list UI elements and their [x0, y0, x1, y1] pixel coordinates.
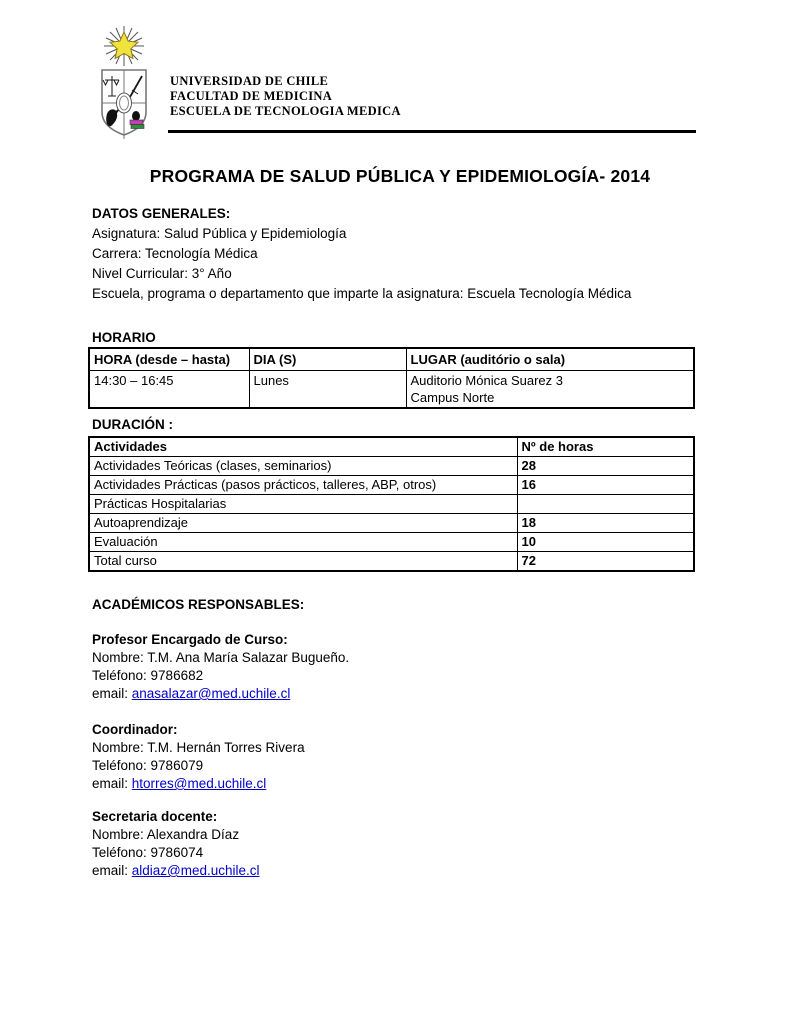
contact-role: Profesor Encargado de Curso:: [92, 632, 288, 647]
horario-col-hora: HORA (desde – hasta): [88, 347, 250, 371]
contact-telefono: Teléfono: 9786079: [92, 758, 204, 773]
horario-col-dia: DIA (S): [248, 347, 407, 371]
medallion-icon: [116, 92, 132, 114]
contact-nombre: Nombre: Alexandra Díaz: [92, 827, 240, 842]
duracion-table: Actividades Nº de horas Actividades Teór…: [88, 436, 695, 572]
books-figure-icon: [129, 111, 145, 129]
org-line-universidad: UNIVERSIDAD DE CHILE: [170, 74, 329, 88]
org-line-facultad: FACULTAD DE MEDICINA: [170, 89, 333, 103]
contact-role: Secretaria docente:: [92, 809, 218, 824]
academicos-heading: ACADÉMICOS RESPONSABLES:: [92, 597, 305, 612]
contact-nombre: Nombre: T.M. Ana María Salazar Bugueño.: [92, 650, 350, 665]
duracion-cell-actividad: Evaluación: [88, 532, 518, 552]
horario-table: HORA (desde – hasta) DIA (S) LUGAR (audi…: [88, 347, 695, 409]
lugar-line-campus: Campus Norte: [410, 390, 495, 405]
star-icon: [108, 30, 140, 60]
horario-cell-lugar: Auditorio Mónica Suarez 3 Campus Norte: [405, 370, 695, 409]
table-row: Autoaprendizaje 18: [88, 513, 695, 533]
email-label: email:: [92, 686, 129, 701]
contact-email-line: email: aldiaz@med.uchile.cl: [92, 862, 260, 880]
datos-generales-heading: DATOS GENERALES:: [92, 206, 231, 221]
datos-line-nivel: Nivel Curricular: 3° Año: [92, 266, 232, 281]
horario-col-lugar: LUGAR (auditório o sala): [405, 347, 695, 371]
condor-icon: [106, 109, 119, 127]
email-link-htorres[interactable]: htorres@med.uchile.cl: [131, 776, 267, 791]
org-line-escuela: ESCUELA DE TECNOLOGIA MEDICA: [170, 104, 401, 118]
email-label: email:: [92, 776, 129, 791]
horario-heading: HORARIO: [92, 330, 156, 345]
email-link-anasalazar[interactable]: anasalazar@med.uchile.cl: [131, 686, 291, 701]
duracion-cell-horas: 18: [516, 513, 695, 533]
duracion-col-actividades: Actividades: [88, 436, 518, 457]
page-title: PROGRAMA DE SALUD PÚBLICA Y EPIDEMIOLOGÍ…: [149, 166, 651, 186]
duracion-cell-horas: 72: [516, 551, 695, 572]
contact-telefono: Teléfono: 9786074: [92, 845, 204, 860]
duracion-cell-actividad: Actividades Prácticas (pasos prácticos, …: [88, 475, 518, 495]
email-label: email:: [92, 863, 129, 878]
table-row: Actividades Teóricas (clases, seminarios…: [88, 456, 695, 476]
table-row: Actividades Prácticas (pasos prácticos, …: [88, 475, 695, 495]
horario-data-row: 14:30 – 16:45 Lunes Auditorio Mónica Sua…: [88, 370, 695, 409]
duracion-heading: DURACIÓN :: [92, 417, 173, 432]
duracion-cell-horas: 10: [516, 532, 695, 552]
duracion-cell-actividad: Autoaprendizaje: [88, 513, 518, 533]
duracion-cell-actividad: Total curso: [88, 551, 518, 572]
table-row: Evaluación 10: [88, 532, 695, 552]
contact-nombre: Nombre: T.M. Hernán Torres Rivera: [92, 740, 305, 755]
datos-generales-section: DATOS GENERALES: Asignatura: Salud Públi…: [92, 204, 631, 304]
horario-cell-hora: 14:30 – 16:45: [88, 370, 250, 409]
institution-header: UNIVERSIDAD DE CHILE FACULTAD DE MEDICIN…: [170, 74, 401, 119]
contact-block-profesor: Profesor Encargado de Curso: Nombre: T.M…: [92, 631, 349, 703]
contact-email-line: email: anasalazar@med.uchile.cl: [92, 685, 349, 703]
dagger-icon: [129, 75, 143, 98]
lugar-line-auditorio: Auditorio Mónica Suarez 3: [410, 373, 563, 388]
contact-block-coordinador: Coordinador: Nombre: T.M. Hernán Torres …: [92, 721, 305, 793]
duracion-cell-actividad: Prácticas Hospitalarias: [88, 494, 518, 514]
horario-header-row: HORA (desde – hasta) DIA (S) LUGAR (audi…: [88, 347, 695, 371]
datos-line-escuela: Escuela, programa o departamento que imp…: [92, 286, 632, 301]
university-crest-logo: [88, 24, 160, 144]
table-row: Prácticas Hospitalarias: [88, 494, 695, 514]
duracion-col-horas: Nº de horas: [516, 436, 695, 457]
table-row: Total curso 72: [88, 551, 695, 572]
medallion-inner-ring: [119, 95, 129, 111]
duracion-cell-horas: 16: [516, 475, 695, 495]
email-link-aldiaz[interactable]: aldiaz@med.uchile.cl: [131, 863, 260, 878]
duracion-header-row: Actividades Nº de horas: [88, 436, 695, 457]
scales-icon: [102, 76, 120, 97]
duracion-cell-actividad: Actividades Teóricas (clases, seminarios…: [88, 456, 518, 476]
duracion-cell-horas: 28: [516, 456, 695, 476]
contact-telefono: Teléfono: 9786682: [92, 668, 204, 683]
horario-cell-dia: Lunes: [248, 370, 407, 409]
duracion-cell-horas: [516, 494, 695, 514]
contact-email-line: email: htorres@med.uchile.cl: [92, 775, 305, 793]
contact-role: Coordinador:: [92, 722, 178, 737]
university-crest-icon: [101, 26, 147, 139]
datos-line-asignatura: Asignatura: Salud Pública y Epidemiologí…: [92, 226, 347, 241]
header-divider: [168, 130, 696, 133]
contact-block-secretaria: Secretaria docente: Nombre: Alexandra Dí…: [92, 808, 260, 880]
datos-line-carrera: Carrera: Tecnología Médica: [92, 246, 258, 261]
